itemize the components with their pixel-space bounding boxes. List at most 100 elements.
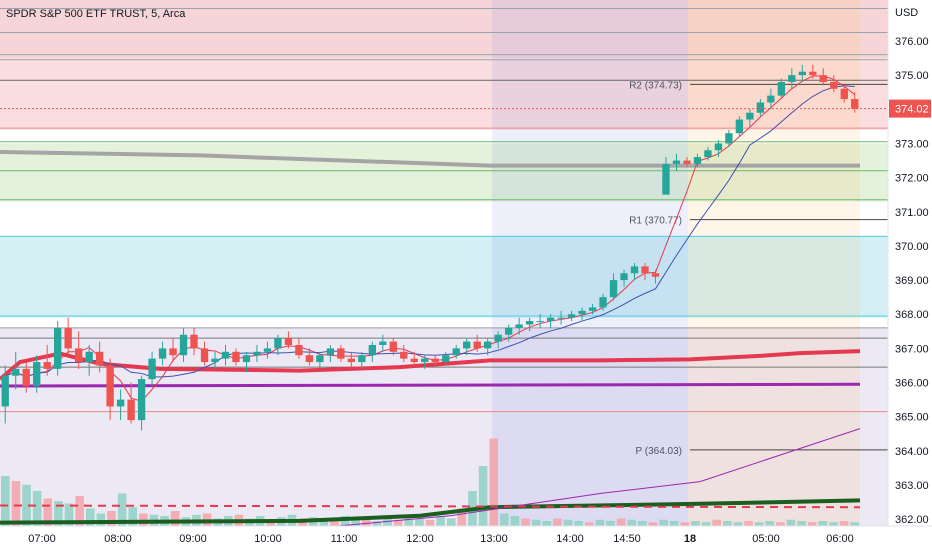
candle-body: [599, 297, 607, 308]
volume-bar: [404, 517, 414, 526]
candle-body: [284, 338, 293, 345]
volume-bar: [361, 517, 371, 526]
candle-body: [525, 321, 534, 325]
volume-bar: [691, 521, 700, 526]
volume-bar: [96, 513, 106, 526]
x-tick-label: 11:00: [331, 533, 358, 545]
x-tick-label: 08:00: [104, 533, 132, 545]
pivot-label: R1 (370.77): [629, 216, 682, 227]
candle-body: [840, 88, 848, 100]
candle-body: [1, 375, 9, 407]
y-tick-label: 366.00: [895, 378, 929, 390]
candle-body: [358, 355, 366, 363]
volume-bar: [85, 508, 95, 526]
candle-body: [22, 368, 30, 386]
candle-body: [179, 334, 188, 356]
volume-bar: [616, 518, 626, 526]
volume-bar: [722, 521, 732, 526]
candle-body: [74, 348, 83, 363]
candle-body: [127, 399, 135, 421]
volume-bar: [829, 522, 838, 526]
volume-bar: [436, 516, 445, 526]
candle-body: [85, 351, 93, 363]
volume-bar: [510, 516, 520, 526]
chart-title: SPDR S&P 500 ETF TRUST, 5, Arca: [6, 8, 186, 20]
candle-body: [337, 348, 345, 359]
volume-bar: [818, 521, 828, 526]
candle-body: [609, 280, 618, 298]
y-tick-label: 364.00: [895, 446, 929, 458]
candle-body: [767, 95, 775, 103]
volume-bar: [107, 511, 116, 526]
y-tick-label: 373.00: [895, 138, 929, 150]
volume-bar: [659, 519, 668, 526]
y-tick-label: 376.00: [895, 36, 929, 48]
candle-body: [567, 314, 576, 318]
candle-body: [43, 362, 51, 369]
volume-bar: [606, 521, 615, 526]
candle-body: [620, 273, 628, 281]
x-tick-label: 18: [684, 533, 696, 545]
x-tick-label: 12:00: [406, 533, 434, 545]
series-line: [0, 382, 861, 388]
candle-body: [851, 99, 859, 109]
volume-bar: [680, 522, 690, 526]
zone-band: [0, 235, 888, 318]
volume-bar: [754, 522, 764, 526]
volume-bar: [648, 522, 658, 526]
candle-body: [536, 321, 544, 323]
volume-bar: [584, 522, 594, 526]
y-tick-label: 363.00: [895, 480, 929, 492]
volume-bar: [22, 484, 31, 526]
volume-bar: [351, 519, 360, 526]
volume-bar: [54, 501, 63, 526]
candle-body: [148, 358, 156, 380]
volume-bar: [807, 522, 817, 526]
volume-bar: [139, 513, 148, 526]
candle-body: [442, 355, 450, 363]
candle-body: [735, 119, 744, 134]
volume-bar: [563, 519, 573, 526]
candle-body: [200, 348, 209, 363]
candle-body: [347, 358, 356, 363]
candle-body: [651, 273, 660, 277]
x-tick-label: 10:00: [254, 533, 282, 545]
candle-body: [190, 334, 198, 349]
volume-bar: [521, 518, 530, 526]
y-tick-label: 369.00: [895, 275, 929, 287]
volume-bar: [425, 519, 435, 526]
candle-body: [515, 324, 523, 328]
candle-body: [274, 338, 282, 349]
volume-bar: [701, 522, 711, 526]
volume-bar: [500, 513, 509, 526]
candle-body: [725, 133, 733, 144]
volume-bar: [372, 521, 382, 526]
candle-body: [316, 355, 324, 363]
candle-body: [504, 327, 513, 335]
volume-bar: [170, 511, 180, 526]
candle-body: [33, 362, 41, 386]
volume-bar: [574, 521, 583, 526]
y-tick-label: 370.00: [895, 241, 929, 253]
candle-body: [158, 348, 167, 359]
candle-body: [400, 351, 408, 359]
candle-body: [683, 160, 691, 164]
pivot-label: R2 (374.73): [629, 80, 682, 91]
candle-body: [546, 317, 555, 322]
candle-body: [326, 348, 335, 356]
x-tick-label: 14:50: [613, 533, 641, 545]
x-tick-label: 07:00: [28, 533, 56, 545]
session-shade: [492, 0, 688, 526]
y-tick-label: 365.00: [895, 412, 929, 424]
candle-body: [484, 341, 492, 349]
candle-body: [106, 365, 114, 407]
volume-bar: [786, 519, 796, 526]
candle-body: [295, 344, 303, 356]
volume-bar: [75, 496, 84, 526]
last-price-badge: [889, 99, 931, 118]
candle-body: [756, 102, 765, 113]
volume-bar: [733, 522, 743, 526]
currency-label: USD: [895, 7, 918, 19]
volume-bar: [850, 522, 859, 526]
